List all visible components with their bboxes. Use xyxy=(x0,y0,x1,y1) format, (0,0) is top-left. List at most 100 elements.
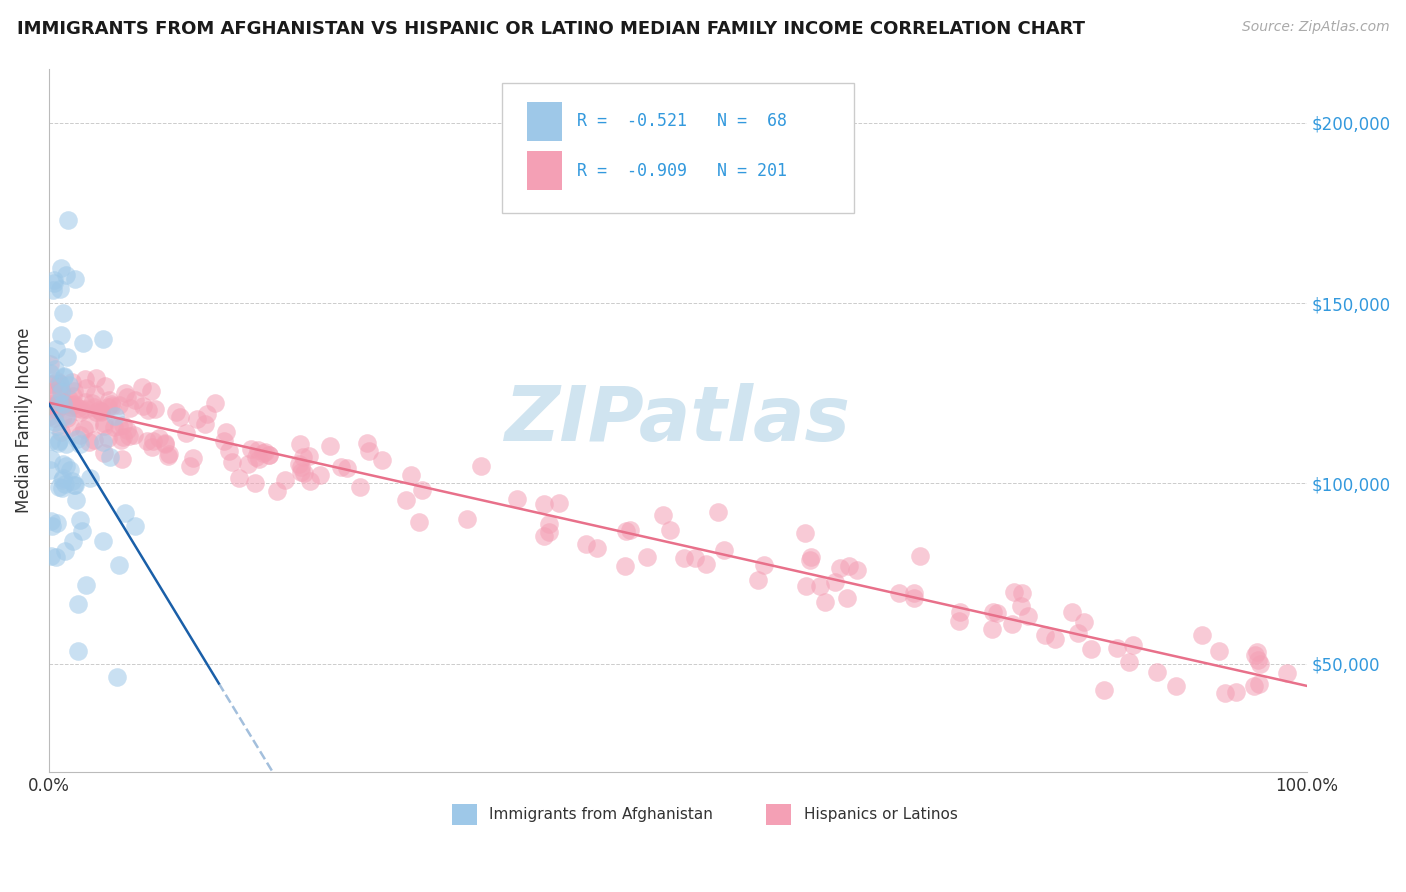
Point xyxy=(97,431,120,445)
Point xyxy=(533,497,555,511)
Point xyxy=(69,513,91,527)
Point xyxy=(179,458,201,473)
Point xyxy=(903,591,925,606)
Bar xyxy=(527,151,562,190)
Point xyxy=(335,461,357,475)
Point xyxy=(49,383,72,397)
Point xyxy=(49,425,72,440)
Point xyxy=(63,272,86,286)
Point xyxy=(44,398,66,412)
Point xyxy=(195,407,218,421)
Point xyxy=(51,261,73,276)
Point xyxy=(131,380,153,394)
Point xyxy=(84,405,107,419)
Point xyxy=(48,434,70,448)
Point xyxy=(1249,657,1271,672)
Point xyxy=(259,449,281,463)
Point xyxy=(1011,599,1033,613)
Point xyxy=(58,392,80,406)
Point xyxy=(169,410,191,425)
Point xyxy=(53,370,76,384)
Text: Source: ZipAtlas.com: Source: ZipAtlas.com xyxy=(1241,20,1389,34)
Point xyxy=(108,558,131,573)
Point xyxy=(97,400,120,414)
Point xyxy=(1043,632,1066,646)
Point xyxy=(273,473,295,487)
Point xyxy=(1244,648,1267,663)
Point xyxy=(194,417,217,431)
Point xyxy=(69,405,91,419)
Point xyxy=(62,389,84,403)
Point xyxy=(44,362,66,376)
Point xyxy=(45,419,67,434)
Point xyxy=(39,367,62,381)
Point xyxy=(174,425,197,440)
Point xyxy=(824,575,846,590)
Point xyxy=(1033,628,1056,642)
Point xyxy=(39,349,62,363)
Point xyxy=(245,476,267,491)
Point xyxy=(290,436,312,450)
Point xyxy=(75,395,97,409)
Point xyxy=(136,434,159,448)
Point xyxy=(52,398,75,412)
Point xyxy=(651,508,673,523)
Point xyxy=(75,382,97,396)
Point xyxy=(39,357,62,371)
Point xyxy=(356,435,378,450)
Point xyxy=(247,451,270,466)
Point xyxy=(39,549,62,563)
Point xyxy=(52,470,75,484)
Point xyxy=(91,434,114,449)
Point xyxy=(981,622,1004,636)
Point xyxy=(48,376,70,391)
Point xyxy=(799,552,821,566)
Point xyxy=(48,395,70,409)
Point xyxy=(46,374,69,388)
Text: IMMIGRANTS FROM AFGHANISTAN VS HISPANIC OR LATINO MEDIAN FAMILY INCOME CORRELATI: IMMIGRANTS FROM AFGHANISTAN VS HISPANIC … xyxy=(17,20,1085,37)
Point xyxy=(42,283,65,297)
Point xyxy=(83,387,105,401)
Point xyxy=(889,586,911,600)
Point xyxy=(143,402,166,417)
Point xyxy=(616,524,638,538)
Point xyxy=(44,276,66,290)
Point xyxy=(1122,638,1144,652)
Point xyxy=(181,451,204,466)
Point xyxy=(69,428,91,442)
Point xyxy=(1247,653,1270,667)
Point xyxy=(659,523,682,537)
Point xyxy=(55,458,77,473)
Point xyxy=(93,379,115,393)
Point xyxy=(45,386,67,401)
Point xyxy=(157,447,180,461)
Point xyxy=(1107,641,1129,656)
Bar xyxy=(527,102,562,141)
Point xyxy=(46,436,69,450)
Point xyxy=(238,458,260,472)
Point xyxy=(1067,626,1090,640)
Point xyxy=(986,607,1008,621)
Point xyxy=(266,483,288,498)
Point xyxy=(349,480,371,494)
Point xyxy=(42,411,65,425)
FancyBboxPatch shape xyxy=(502,83,853,212)
Point xyxy=(808,579,831,593)
Point xyxy=(124,393,146,408)
Point xyxy=(838,559,860,574)
Point xyxy=(547,495,569,509)
Point xyxy=(299,474,322,488)
Point xyxy=(101,399,124,413)
Point xyxy=(48,480,70,494)
Bar xyxy=(451,804,477,825)
Point xyxy=(45,342,67,356)
Point xyxy=(52,409,75,424)
Point xyxy=(103,420,125,434)
Point xyxy=(63,397,86,411)
Point xyxy=(153,436,176,450)
Point xyxy=(66,597,89,611)
Point xyxy=(111,451,134,466)
Point xyxy=(98,392,121,407)
Point xyxy=(221,455,243,469)
Point xyxy=(949,606,972,620)
